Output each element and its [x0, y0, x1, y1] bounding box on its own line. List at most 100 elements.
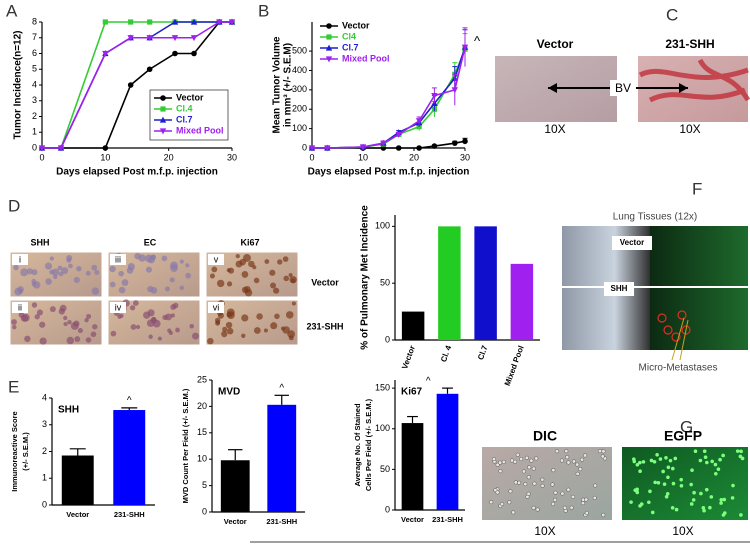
nucleus: [66, 257, 72, 263]
cell: [650, 510, 655, 515]
nucleus: [241, 333, 246, 338]
note: Micro-Metastases: [639, 363, 718, 374]
nucleus: [185, 272, 191, 279]
annotation: ^: [279, 383, 284, 394]
bar: [61, 455, 94, 505]
y-axis-label: (+/- S.E.M.): [21, 432, 30, 471]
nucleus: [68, 263, 73, 269]
nucleus: [18, 288, 24, 294]
cell: [578, 467, 583, 472]
cell: [507, 500, 512, 505]
tile-label: Vector: [620, 238, 644, 247]
nucleus: [288, 335, 294, 341]
nucleus: [164, 313, 172, 321]
y-tick-label: 2: [32, 111, 37, 121]
cell: [553, 490, 558, 495]
nucleus: [172, 302, 179, 309]
nucleus: [84, 318, 89, 323]
cell: [713, 472, 718, 476]
nucleus: [157, 336, 162, 341]
cell: [709, 495, 714, 499]
x-tick-label: Vector: [66, 510, 89, 519]
nucleus: [24, 335, 31, 343]
nucleus: [150, 286, 158, 294]
cell: [730, 496, 735, 500]
cell: [671, 481, 676, 486]
y-tick-label: 1: [42, 473, 47, 483]
point: [462, 138, 468, 145]
metastasis-circles: [657, 310, 691, 342]
point: [324, 145, 331, 152]
cell: [534, 456, 539, 461]
nucleus: [58, 308, 66, 315]
nucleus: [253, 277, 260, 284]
cell: [491, 457, 497, 462]
x-tick-label: 10: [100, 152, 110, 162]
cell: [653, 480, 657, 485]
x-tick-label: 10: [358, 152, 368, 162]
nucleus: [226, 281, 233, 287]
nucleus: [109, 281, 116, 288]
nucleus: [170, 313, 175, 318]
cell: [575, 471, 580, 476]
point: [228, 19, 236, 26]
cell: [719, 501, 723, 505]
label-bg: [604, 282, 634, 296]
y-tick-label: 0: [32, 142, 37, 152]
cell: [521, 469, 526, 474]
magnification: 10X: [679, 122, 700, 136]
label-bg: [610, 80, 636, 96]
tile-label: iv: [115, 302, 122, 312]
point: [102, 145, 109, 151]
y-tick-label: 50: [380, 464, 390, 474]
nucleus: [130, 324, 137, 330]
nucleus: [73, 276, 80, 284]
nucleus: [277, 259, 283, 265]
micrograph: [482, 447, 612, 520]
cell: [551, 468, 556, 473]
cell: [658, 457, 663, 461]
cell: [513, 480, 518, 485]
cell: [679, 484, 684, 488]
nucleus: [207, 337, 214, 345]
nucleus: [110, 330, 117, 337]
row-label: Vector: [311, 277, 339, 287]
y-tick-label: 2: [42, 446, 47, 456]
y-axis-label: Tumor Incidence(n=12): [13, 30, 24, 139]
nucleus: [179, 285, 185, 291]
cell: [666, 475, 670, 480]
cell: [689, 482, 693, 487]
y-tick-label: 7: [32, 32, 37, 42]
micrograph: [562, 226, 650, 286]
bar: [267, 404, 297, 512]
cell: [511, 510, 516, 515]
point: [127, 82, 134, 88]
nucleus: [39, 337, 47, 345]
tile-label: iii: [115, 254, 121, 264]
cell: [540, 483, 545, 488]
magnification: 10X: [672, 524, 693, 538]
nucleus: [34, 314, 40, 320]
nucleus: [73, 320, 80, 327]
annotation: ^: [127, 396, 132, 407]
point: [325, 44, 333, 51]
image-title: Lung Tissues (12x): [613, 212, 698, 223]
nucleus: [12, 324, 17, 330]
point: [102, 50, 109, 57]
legend-label: Vector: [176, 92, 204, 102]
cell: [600, 454, 605, 459]
nucleus: [67, 319, 72, 325]
x-tick-label: 0: [39, 152, 44, 162]
nucleus: [85, 337, 92, 343]
legend-label: Cl.7: [176, 114, 193, 124]
nucleus: [49, 269, 55, 275]
point: [147, 19, 153, 25]
nucleus: [241, 286, 249, 294]
cell: [570, 494, 576, 499]
bar: [113, 410, 146, 505]
point: [395, 145, 402, 151]
y-tick-label: 20: [197, 401, 207, 411]
nucleus: [225, 321, 233, 329]
nucleus: [147, 309, 155, 317]
